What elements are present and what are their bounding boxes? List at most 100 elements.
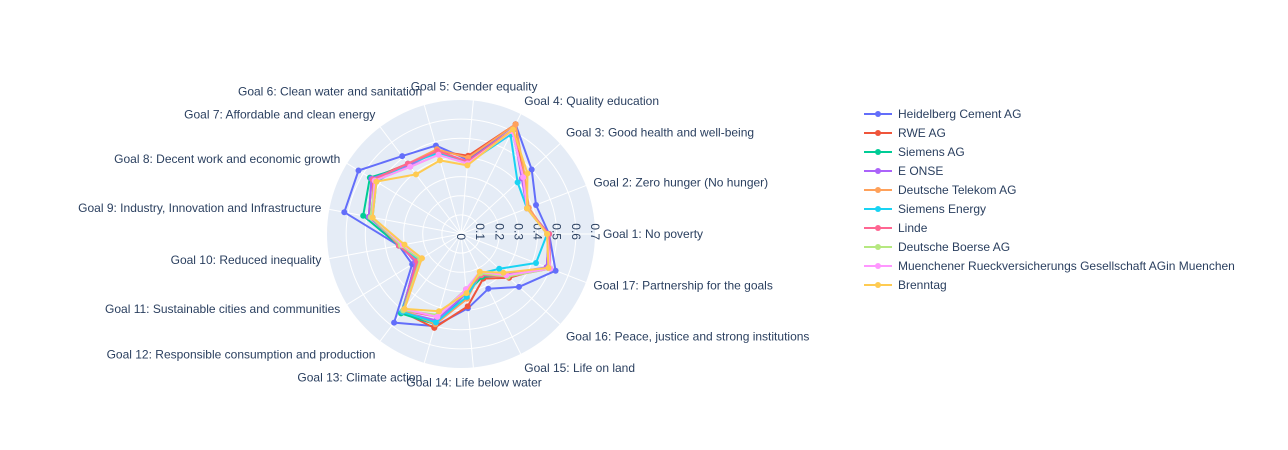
data-point — [399, 153, 406, 160]
data-point — [533, 260, 539, 266]
data-point — [432, 319, 439, 326]
data-point — [436, 308, 442, 315]
data-point — [360, 212, 367, 219]
category-label: Goal 11: Sustainable cities and communit… — [105, 302, 340, 316]
category-label: Goal 5: Gender equality — [411, 80, 538, 94]
radial-tick-label: 0.1 — [473, 223, 487, 240]
angular-gridline — [379, 126, 462, 235]
category-label: Goal 13: Climate action — [297, 371, 422, 385]
legend-marker — [875, 263, 881, 269]
legend-item[interactable]: Heidelberg Cement AG — [864, 107, 1021, 121]
category-label: Goal 7: Affordable and clean energy — [184, 108, 375, 122]
data-point — [516, 283, 522, 290]
legend-marker — [875, 225, 881, 231]
category-label: Goal 3: Good health and well-being — [566, 125, 754, 139]
legend-label: Deutsche Telekom AG — [898, 183, 1017, 197]
data-point — [369, 214, 376, 221]
series-group — [369, 126, 552, 315]
data-point — [355, 167, 362, 174]
legend-marker — [875, 187, 881, 193]
category-label: Goal 16: Peace, justice and strong insti… — [566, 330, 809, 344]
data-point — [401, 241, 408, 248]
legend-marker — [875, 206, 881, 212]
angular-gridline — [346, 163, 462, 235]
legend-item[interactable]: Siemens AG — [864, 145, 965, 159]
category-label: Goal 17: Partnership for the goals — [593, 278, 772, 292]
data-point — [464, 303, 471, 310]
legend-label: Muenchener Rueckversicherungs Gesellscha… — [898, 259, 1235, 273]
angular-gridline — [423, 104, 462, 235]
data-point — [407, 163, 414, 170]
data-point — [373, 178, 380, 185]
angular-gridline — [329, 208, 462, 235]
legend-item[interactable]: Siemens Energy — [864, 202, 986, 216]
data-point — [391, 319, 398, 326]
data-point — [463, 290, 470, 297]
legend-label: Siemens Energy — [898, 202, 986, 216]
legend-marker — [875, 130, 881, 136]
data-point — [552, 267, 559, 274]
data-point — [435, 151, 442, 158]
angular-gridline — [346, 233, 462, 305]
data-point — [520, 174, 527, 181]
data-point — [418, 255, 425, 262]
legend-label: RWE AG — [898, 126, 946, 140]
category-label: Goal 12: Responsible consumption and pro… — [107, 347, 376, 361]
data-point — [401, 305, 408, 312]
category-label: Goal 10: Reduced inequality — [171, 253, 322, 267]
legend-item[interactable]: E ONSE — [864, 164, 943, 178]
category-label: Goal 15: Life on land — [524, 361, 635, 375]
legend-label: Linde — [898, 221, 928, 235]
legend-item[interactable]: Deutsche Telekom AG — [864, 183, 1017, 197]
angular-gridline — [460, 233, 522, 355]
legend-label: Deutsche Boerse AG — [898, 240, 1010, 254]
legend-item[interactable]: Brenntag — [864, 278, 947, 292]
legend-marker — [875, 168, 881, 174]
legend-item[interactable]: RWE AG — [864, 126, 946, 140]
angular-gridline — [460, 233, 587, 283]
category-label: Goal 6: Clean water and sanitation — [238, 84, 422, 98]
radial-tick-label: 0.5 — [550, 223, 564, 240]
legend-item[interactable]: Muenchener Rueckversicherungs Gesellscha… — [864, 259, 1235, 273]
category-label: Goal 8: Decent work and economic growth — [114, 152, 340, 166]
data-point — [524, 170, 531, 177]
legend-label: Brenntag — [898, 278, 947, 292]
data-point — [437, 157, 443, 164]
data-point — [544, 231, 551, 237]
series-line — [371, 128, 550, 313]
data-point — [434, 313, 441, 320]
legend-label: E ONSE — [898, 164, 943, 178]
data-point — [496, 265, 503, 272]
data-point — [510, 126, 516, 133]
data-point — [476, 268, 483, 275]
category-label: Goal 4: Quality education — [524, 94, 659, 108]
legend-marker — [875, 111, 881, 117]
legend-item[interactable]: Deutsche Boerse AG — [864, 240, 1010, 254]
radial-tick-label: 0.3 — [511, 223, 525, 240]
angular-gridline — [423, 233, 462, 364]
data-point — [500, 269, 507, 276]
category-label: Goal 1: No poverty — [603, 227, 703, 241]
series-line — [343, 123, 557, 328]
data-point — [485, 285, 492, 292]
data-point — [464, 162, 471, 169]
data-point — [512, 121, 519, 128]
category-label: Goal 9: Industry, Innovation and Infrast… — [78, 201, 322, 215]
angular-gridline — [460, 185, 587, 235]
angular-gridline — [329, 233, 462, 260]
category-label: Goal 14: Life below water — [406, 375, 541, 389]
category-label: Goal 2: Zero hunger (No hunger) — [593, 176, 768, 190]
radial-tick-label: 0 — [454, 233, 468, 240]
radial-tick-label: 0.7 — [588, 223, 602, 240]
data-point — [413, 171, 419, 178]
legend-item[interactable]: Linde — [864, 221, 928, 235]
data-point — [528, 166, 535, 173]
radial-tick-label: 0.6 — [569, 223, 583, 240]
angular-gridline — [460, 143, 561, 235]
data-point — [514, 179, 521, 186]
data-point — [545, 264, 552, 271]
data-point — [533, 202, 539, 208]
legend-marker — [875, 282, 881, 288]
